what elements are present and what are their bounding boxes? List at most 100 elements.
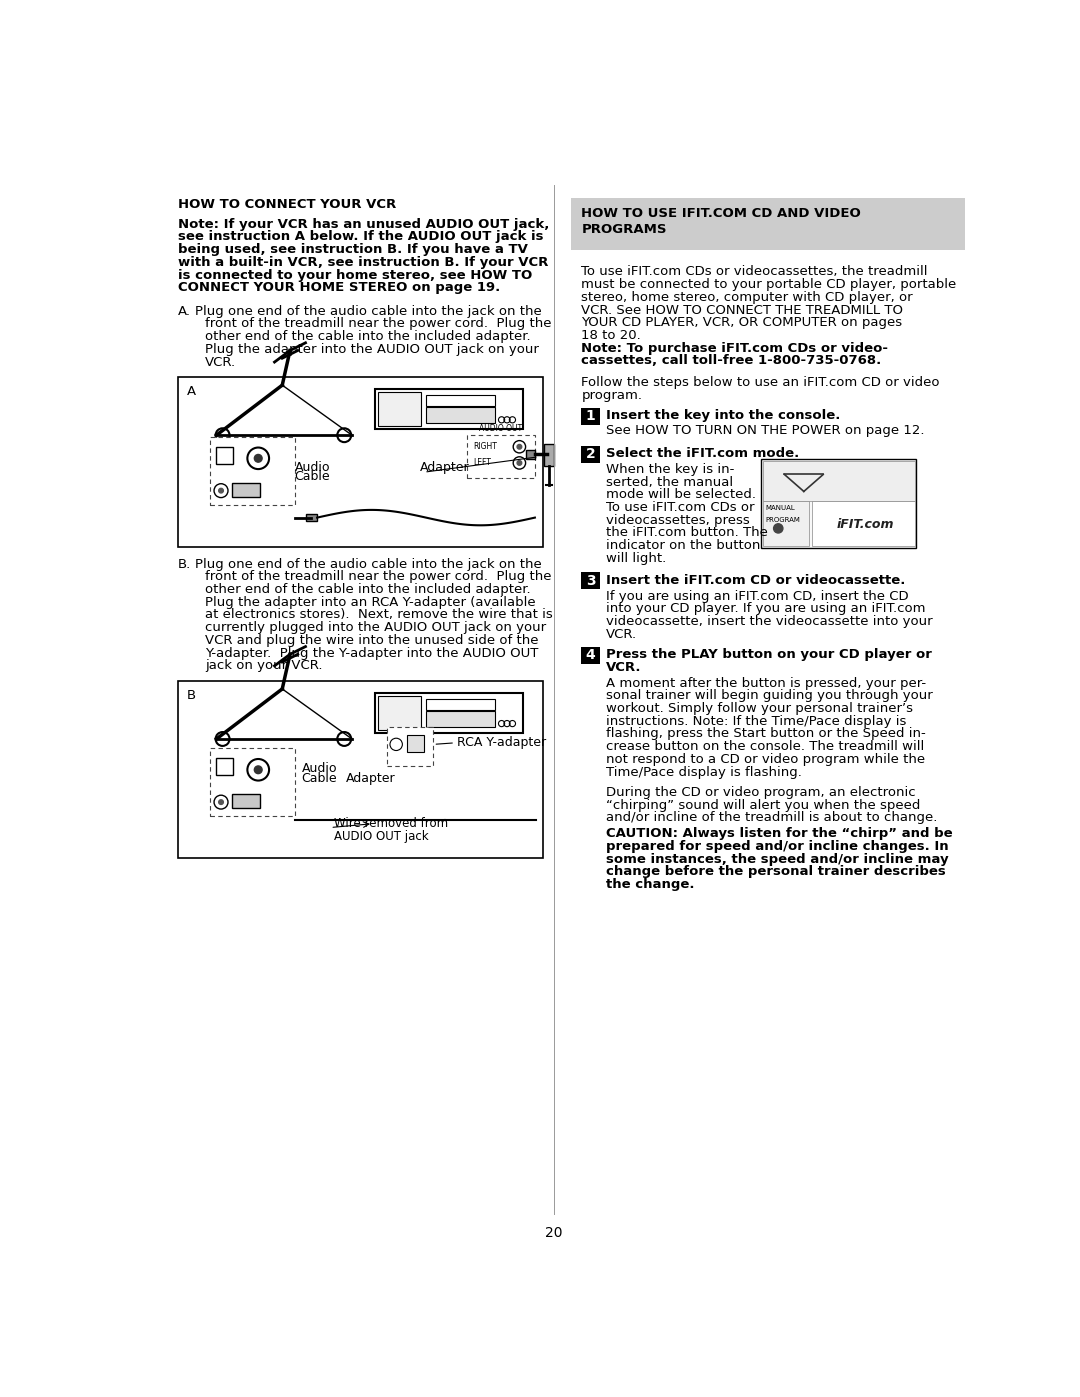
Text: Audio: Audio <box>295 461 330 474</box>
Text: Follow the steps below to use an iFIT.com CD or video: Follow the steps below to use an iFIT.co… <box>581 376 940 390</box>
Bar <box>378 393 421 426</box>
Bar <box>426 395 496 407</box>
Text: mode will be selected.: mode will be selected. <box>606 489 756 502</box>
Text: B.: B. <box>177 557 191 570</box>
Text: front of the treadmill near the power cord.  Plug the: front of the treadmill near the power co… <box>205 317 551 331</box>
Text: Plug one end of the audio cable into the jack on the: Plug one end of the audio cable into the… <box>194 557 541 570</box>
Text: front of the treadmill near the power cord.  Plug the: front of the treadmill near the power co… <box>205 570 551 584</box>
Text: Plug the adapter into an RCA Y-adapter (available: Plug the adapter into an RCA Y-adapter (… <box>205 595 536 609</box>
Text: is connected to your home stereo, see HOW TO: is connected to your home stereo, see HO… <box>177 268 531 282</box>
Bar <box>387 728 433 766</box>
Text: serted, the manual: serted, the manual <box>606 475 733 489</box>
Text: 2: 2 <box>585 447 595 461</box>
Text: HOW TO USE IFIT.COM CD AND VIDEO: HOW TO USE IFIT.COM CD AND VIDEO <box>581 207 861 219</box>
Text: some instances, the speed and/or incline may: some instances, the speed and/or incline… <box>606 852 949 866</box>
Text: and/or incline of the treadmill is about to change.: and/or incline of the treadmill is about… <box>606 812 937 824</box>
Text: will light.: will light. <box>606 552 666 564</box>
Text: sonal trainer will begin guiding you through your: sonal trainer will begin guiding you thr… <box>606 689 933 703</box>
Text: with a built-in VCR, see instruction B. If your VCR: with a built-in VCR, see instruction B. … <box>177 256 548 268</box>
Circle shape <box>255 454 262 462</box>
Text: Adapter: Adapter <box>420 461 470 474</box>
Bar <box>526 450 535 460</box>
Text: stereo, home stereo, computer with CD player, or: stereo, home stereo, computer with CD pl… <box>581 291 913 303</box>
Text: CAUTION: Always listen for the “chirp” and be: CAUTION: Always listen for the “chirp” a… <box>606 827 953 840</box>
Text: To use iFIT.com CDs or: To use iFIT.com CDs or <box>606 502 755 514</box>
Text: During the CD or video program, an electronic: During the CD or video program, an elect… <box>606 787 916 799</box>
Text: PROGRAMS: PROGRAMS <box>581 224 667 236</box>
Text: flashing, press the Start button or the Speed in-: flashing, press the Start button or the … <box>606 728 926 740</box>
Text: B: B <box>187 689 197 701</box>
Text: 20: 20 <box>544 1227 563 1241</box>
Text: CONNECT YOUR HOME STEREO on page 19.: CONNECT YOUR HOME STEREO on page 19. <box>177 281 500 295</box>
Text: 3: 3 <box>585 574 595 588</box>
Text: videocassettes, press: videocassettes, press <box>606 514 750 527</box>
Bar <box>761 460 916 548</box>
Text: Cable: Cable <box>295 469 330 483</box>
Text: currently plugged into the AUDIO OUT jack on your: currently plugged into the AUDIO OUT jac… <box>205 622 545 634</box>
Circle shape <box>517 444 522 448</box>
Bar <box>375 388 523 429</box>
Text: change before the personal trainer describes: change before the personal trainer descr… <box>606 865 946 879</box>
Text: must be connected to your portable CD player, portable: must be connected to your portable CD pl… <box>581 278 957 291</box>
Text: PROGRAM: PROGRAM <box>765 517 800 522</box>
Text: not respond to a CD or video program while the: not respond to a CD or video program whi… <box>606 753 926 766</box>
Text: Note: To purchase iFIT.com CDs or video-: Note: To purchase iFIT.com CDs or video- <box>581 342 889 355</box>
Text: program.: program. <box>581 388 643 402</box>
Text: see instruction A below. If the AUDIO OUT jack is: see instruction A below. If the AUDIO OU… <box>177 231 543 243</box>
Bar <box>762 461 915 502</box>
Text: “chirping” sound will alert you when the speed: “chirping” sound will alert you when the… <box>606 799 920 812</box>
Bar <box>407 735 424 752</box>
Text: VCR and plug the wire into the unused side of the: VCR and plug the wire into the unused si… <box>205 634 538 647</box>
Text: Wire removed from: Wire removed from <box>334 817 448 830</box>
Bar <box>211 749 296 816</box>
Text: Press the PLAY button on your CD player or: Press the PLAY button on your CD player … <box>606 648 932 661</box>
Text: VCR.: VCR. <box>606 627 637 641</box>
Text: iFIT.com: iFIT.com <box>837 518 894 531</box>
Text: AUDIO OUT: AUDIO OUT <box>480 423 523 433</box>
Text: 4: 4 <box>585 648 595 662</box>
Bar <box>811 502 915 546</box>
Text: Plug the adapter into the AUDIO OUT jack on your: Plug the adapter into the AUDIO OUT jack… <box>205 342 539 356</box>
Bar <box>762 502 809 546</box>
Text: the change.: the change. <box>606 877 694 891</box>
Text: other end of the cable into the included adapter.: other end of the cable into the included… <box>205 583 530 597</box>
Text: Audio: Audio <box>301 763 337 775</box>
Text: LEFT: LEFT <box>473 458 490 468</box>
Circle shape <box>255 766 262 774</box>
Text: 18 to 20.: 18 to 20. <box>581 328 642 342</box>
Bar <box>375 693 523 733</box>
Text: Note: If your VCR has an unused AUDIO OUT jack,: Note: If your VCR has an unused AUDIO OU… <box>177 218 549 231</box>
Text: Select the iFIT.com mode.: Select the iFIT.com mode. <box>606 447 799 460</box>
Text: When the key is in-: When the key is in- <box>606 462 734 476</box>
Bar <box>177 682 543 858</box>
Bar <box>581 647 600 664</box>
Text: cassettes, call toll-free 1-800-735-0768.: cassettes, call toll-free 1-800-735-0768… <box>581 355 881 367</box>
Text: Plug one end of the audio cable into the jack on the: Plug one end of the audio cable into the… <box>194 305 541 317</box>
Text: instructions. Note: If the Time/Pace display is: instructions. Note: If the Time/Pace dis… <box>606 715 906 728</box>
Text: RCA Y-adapter: RCA Y-adapter <box>457 736 545 749</box>
Text: crease button on the console. The treadmill will: crease button on the console. The treadm… <box>606 740 924 753</box>
Text: Cable: Cable <box>301 773 337 785</box>
Text: Insert the iFIT.com CD or videocassette.: Insert the iFIT.com CD or videocassette. <box>606 574 905 587</box>
Bar <box>232 483 260 497</box>
Text: HOW TO CONNECT YOUR VCR: HOW TO CONNECT YOUR VCR <box>177 197 396 211</box>
Bar <box>426 698 496 710</box>
Text: other end of the cable into the included adapter.: other end of the cable into the included… <box>205 330 530 344</box>
Text: indicator on the button: indicator on the button <box>606 539 760 552</box>
Text: prepared for speed and/or incline changes. In: prepared for speed and/or incline change… <box>606 840 949 852</box>
Text: at electronics stores).  Next, remove the wire that is: at electronics stores). Next, remove the… <box>205 609 553 622</box>
Bar <box>307 514 318 521</box>
Text: 1: 1 <box>585 409 595 423</box>
Text: VCR.: VCR. <box>606 661 642 673</box>
Text: A: A <box>187 386 197 398</box>
Bar <box>571 197 966 250</box>
Text: Insert the key into the console.: Insert the key into the console. <box>606 409 840 422</box>
Text: Y-adapter.  Plug the Y-adapter into the AUDIO OUT: Y-adapter. Plug the Y-adapter into the A… <box>205 647 538 659</box>
Bar <box>581 573 600 590</box>
Bar <box>581 408 600 425</box>
Text: A.: A. <box>177 305 191 317</box>
Text: Time/Pace display is flashing.: Time/Pace display is flashing. <box>606 766 802 778</box>
Text: into your CD player. If you are using an iFIT.com: into your CD player. If you are using an… <box>606 602 926 615</box>
Text: VCR. See HOW TO CONNECT THE TREADMILL TO: VCR. See HOW TO CONNECT THE TREADMILL TO <box>581 303 903 317</box>
Bar <box>426 408 496 423</box>
